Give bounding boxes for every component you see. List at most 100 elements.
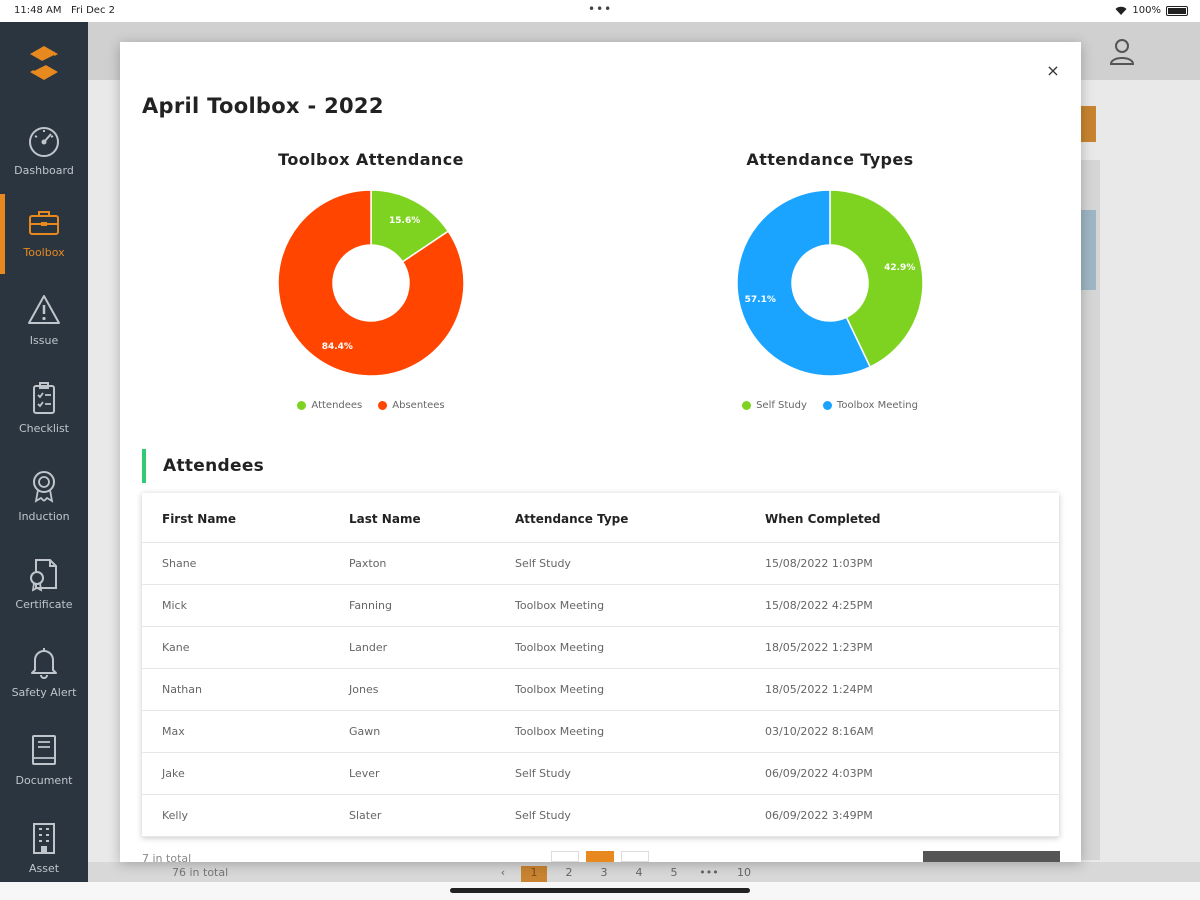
pie-slice-label: 15.6% (389, 216, 420, 226)
legend-dot (297, 401, 307, 410)
sidebar-item-toolbox[interactable]: Toolbox (0, 194, 88, 274)
table-cell: Max (162, 725, 185, 738)
background-total-count: 76 in total (172, 866, 229, 879)
modal-total-count: 7 in total (142, 852, 192, 865)
status-time-date: 11:48 AM Fri Dec 2 (14, 5, 115, 16)
background-pagination-bar (88, 862, 1200, 882)
user-profile-icon[interactable] (1106, 36, 1138, 68)
legend-dot (822, 401, 832, 410)
background-selected-row (1080, 210, 1096, 290)
table-cell: Slater (349, 809, 382, 822)
modal-pagination-current[interactable] (586, 851, 614, 862)
sidebar-item-checklist[interactable]: Checklist (0, 370, 88, 450)
pie-slice-absentees[interactable] (277, 189, 465, 377)
modal-pagination-next[interactable] (621, 851, 649, 862)
column-header-attendance-type[interactable]: Attendance Type (515, 512, 629, 526)
sidebar-item-label: Issue (29, 334, 59, 347)
sidebar-item-issue[interactable]: Issue (0, 282, 88, 362)
warning-triangle-icon (28, 295, 60, 324)
sidebar-item-label: Asset (28, 862, 60, 875)
modal-title: April Toolbox - 2022 (142, 94, 384, 118)
pagination-page-1[interactable]: 1 (521, 866, 547, 882)
toolbox-detail-modal: × April Toolbox - 2022 Toolbox Attendanc… (120, 42, 1081, 865)
pie-slice-toolbox-meeting[interactable] (736, 189, 872, 377)
pagination-page-2[interactable]: 2 (565, 866, 573, 879)
wifi-icon (1115, 6, 1127, 15)
table-cell: Gawn (349, 725, 381, 738)
pagination-page-4[interactable]: 4 (635, 866, 643, 879)
legend-dot (742, 401, 752, 410)
chart-title-attendance: Toolbox Attendance (278, 150, 464, 169)
legend-item-absentees[interactable]: Absentees (378, 400, 445, 411)
table-row[interactable]: Nathan Jones Toolbox Meeting 18/05/2022 1:2… (142, 669, 1059, 711)
table-cell: Shane (162, 557, 197, 570)
sidebar-item-label: Safety Alert (11, 686, 77, 699)
legend-label: Toolbox Meeting (836, 400, 918, 411)
sidebar-item-induction[interactable]: Induction (0, 458, 88, 538)
multitasking-dots[interactable]: ••• (588, 2, 613, 16)
table-row[interactable]: Max Gawn Toolbox Meeting 03/10/2022 8:16AM (142, 711, 1059, 753)
sidebar-item-document[interactable]: Document (0, 722, 88, 802)
pie-slice-label: 84.4% (322, 342, 353, 352)
sidebar-item-asset[interactable]: Asset (0, 810, 88, 890)
table-cell: Paxton (349, 557, 387, 570)
attendance-types-donut-chart: 42.9% 57.1% (736, 189, 924, 377)
pagination-page-3[interactable]: 3 (600, 866, 608, 879)
attendance-legend: Attendees Absentees (221, 400, 521, 411)
table-cell: Mick (162, 599, 187, 612)
modal-pagination-prev[interactable] (551, 851, 579, 862)
chart-title-attendance-types: Attendance Types (746, 150, 914, 169)
legend-item-attendees[interactable]: Attendees (297, 400, 362, 411)
table-row[interactable]: Jake Lever Self Study 06/09/2022 4:03PM (142, 753, 1059, 795)
table-cell: 15/08/2022 4:25PM (765, 599, 873, 612)
pagination-ellipsis[interactable]: ••• (699, 866, 719, 879)
table-header: First Name Last Name Attendance Type Whe… (142, 493, 1059, 543)
home-indicator[interactable] (450, 888, 750, 893)
status-right: 100% (1115, 5, 1188, 16)
column-header-when-completed[interactable]: When Completed (765, 512, 881, 526)
table-cell: Lever (349, 767, 380, 780)
table-cell: Nathan (162, 683, 202, 696)
sidebar-item-certificate[interactable]: Certificate (0, 546, 88, 626)
table-cell: Toolbox Meeting (515, 725, 605, 738)
table-cell: Self Study (515, 809, 571, 822)
dashboard-gauge-icon (29, 127, 59, 157)
table-cell: Self Study (515, 767, 571, 780)
bell-icon (31, 648, 57, 679)
table-cell: Fanning (349, 599, 393, 612)
legend-dot (378, 401, 388, 410)
pagination-page-5[interactable]: 5 (670, 866, 678, 879)
sidebar-item-safety-alert[interactable]: Safety Alert (0, 634, 88, 714)
sidebar-item-label: Document (15, 774, 73, 787)
table-row[interactable]: Kelly Slater Self Study 06/09/2022 3:49PM (142, 795, 1059, 837)
status-date: Fri Dec 2 (71, 5, 115, 16)
legend-item-toolbox-meeting[interactable]: Toolbox Meeting (822, 400, 918, 411)
sidebar-item-label: Induction (18, 510, 70, 523)
status-time: 11:48 AM (14, 5, 62, 16)
battery-icon (1166, 5, 1188, 16)
table-row[interactable]: Kane Lander Toolbox Meeting 18/05/2022 1:23… (142, 627, 1059, 669)
toolbox-icon (29, 211, 59, 235)
table-row[interactable]: Shane Paxton Self Study 15/08/2022 1:03PM (142, 543, 1059, 585)
pie-slice-label: 42.9% (884, 263, 915, 273)
pie-slice-label: 57.1% (745, 295, 776, 305)
sidebar-item-label: Certificate (15, 598, 73, 611)
table-cell: 06/09/2022 3:49PM (765, 809, 873, 822)
sidebar-item-dashboard[interactable]: Dashboard (0, 112, 88, 192)
section-title-attendees: Attendees (163, 456, 265, 476)
building-icon (33, 823, 55, 854)
pie-slice-self-study[interactable] (829, 189, 924, 368)
table-row[interactable]: Mick Fanning Toolbox Meeting 15/08/2022 4:2… (142, 585, 1059, 627)
pagination-prev[interactable]: ‹ (500, 866, 506, 879)
certificate-icon (30, 559, 57, 592)
attendance-types-legend: Self Study Toolbox Meeting (680, 400, 980, 411)
table-cell: 18/05/2022 1:23PM (765, 641, 873, 654)
table-cell: 18/05/2022 1:24PM (765, 683, 873, 696)
close-icon[interactable]: × (1046, 61, 1060, 80)
table-cell: Toolbox Meeting (515, 599, 605, 612)
attendance-donut-chart: 15.6% 84.4% (277, 189, 465, 377)
pagination-page-10[interactable]: 10 (737, 866, 751, 879)
legend-item-self-study[interactable]: Self Study (742, 400, 807, 411)
column-header-first-name[interactable]: First Name (162, 512, 237, 526)
column-header-last-name[interactable]: Last Name (349, 512, 421, 526)
